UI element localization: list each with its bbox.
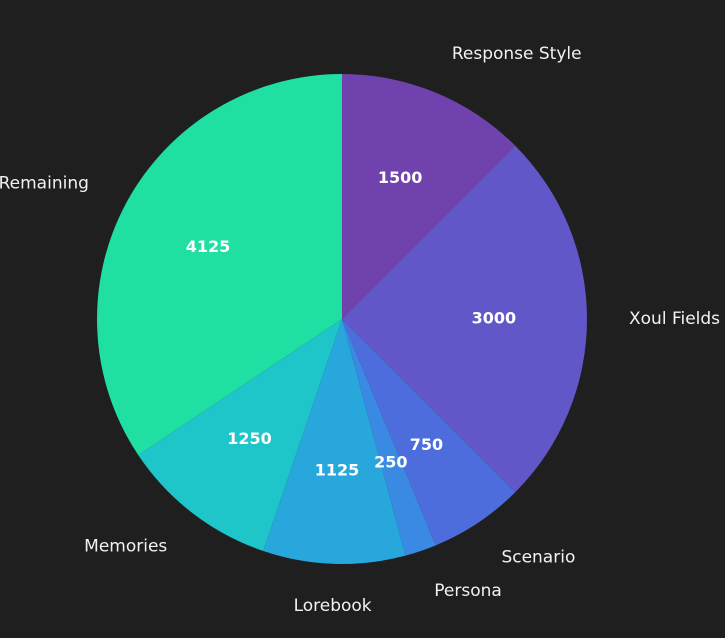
value-label-remaining: 4125 [186, 237, 231, 256]
pie-slice-remaining [96, 74, 343, 456]
pie-slice-scenario [342, 319, 516, 546]
value-label-response-style: 1500 [378, 168, 423, 187]
pie-slices [96, 74, 587, 564]
category-label-remaining: Remaining [0, 174, 89, 194]
value-label-persona: 250 [374, 452, 407, 471]
value-label-lorebook: 1125 [315, 460, 360, 479]
value-label-scenario: 750 [410, 435, 443, 454]
category-label-persona: Persona [434, 581, 502, 601]
category-label-lorebook: Lorebook [294, 596, 372, 616]
pie-slice-xoul-fields [342, 145, 587, 493]
category-label-scenario: Scenario [501, 548, 575, 568]
pie-slice-lorebook [263, 319, 406, 564]
category-labels: Response Style Xoul Fields Scenario Persona… [0, 44, 720, 616]
value-label-memories: 1250 [227, 429, 272, 448]
category-label-xoul-fields: Xoul Fields [629, 309, 720, 329]
category-label-response-style: Response Style [452, 44, 582, 64]
pie-slice-response-style [342, 74, 516, 319]
pie-slice-memories [138, 319, 342, 551]
pie-slice-persona [342, 319, 436, 556]
category-label-memories: Memories [84, 537, 167, 557]
value-label-xoul-fields: 3000 [472, 309, 517, 328]
